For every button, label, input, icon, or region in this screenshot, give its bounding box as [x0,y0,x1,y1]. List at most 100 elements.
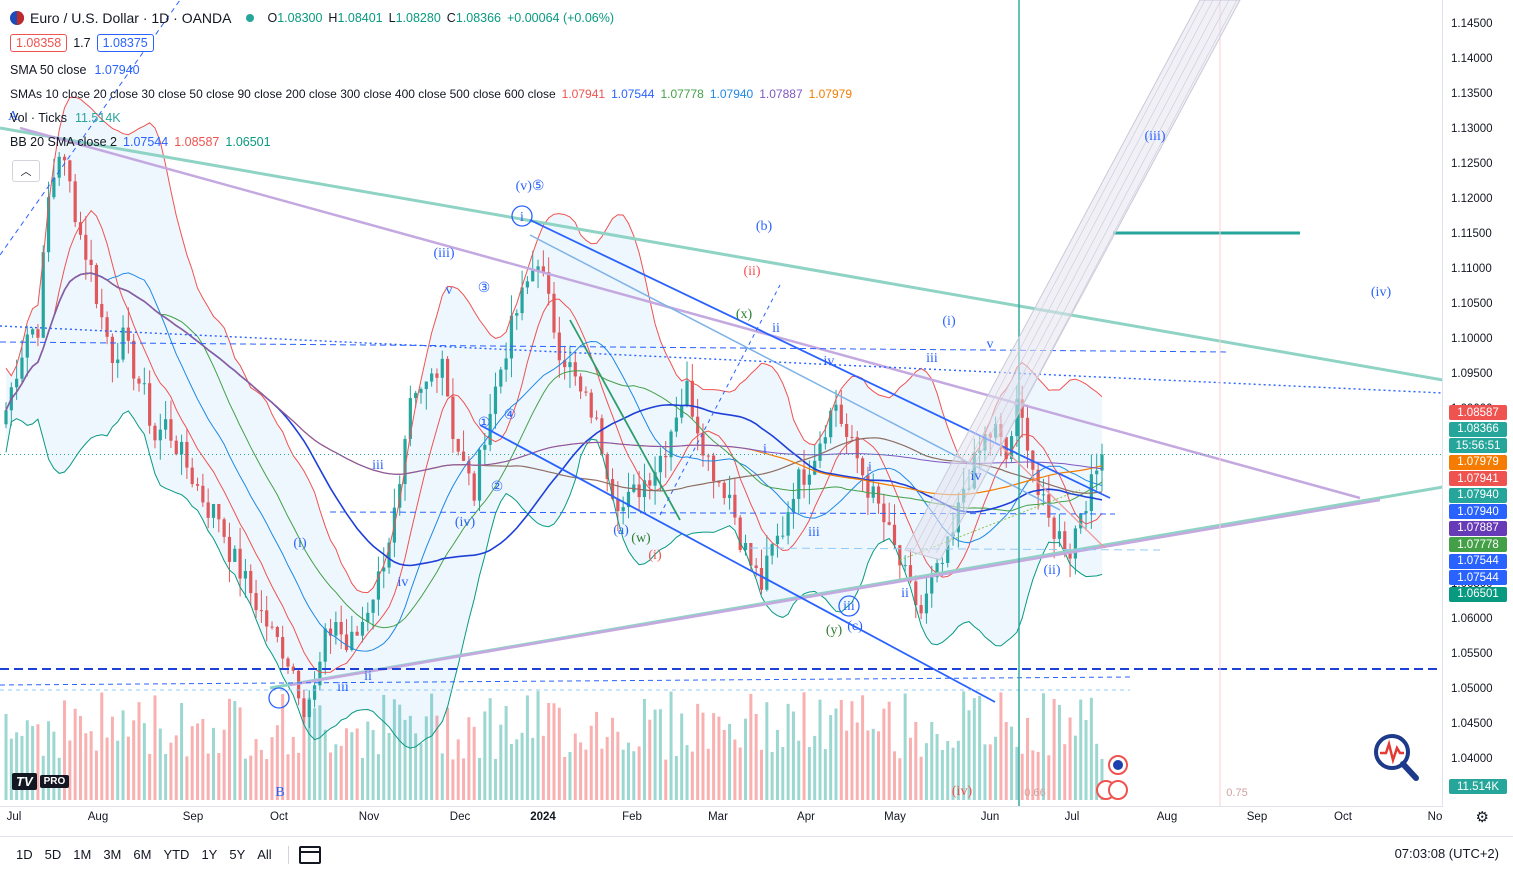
wave-label[interactable]: i [520,210,524,225]
wave-label[interactable]: i [763,442,767,457]
wave-label[interactable]: iv [971,469,982,484]
price-axis[interactable]: 1.14500 1.14000 1.13500 1.13000 1.12500 1.120… [1442,0,1513,806]
wave-label[interactable]: iv [398,575,409,590]
volume-bar [227,698,231,800]
fib-level-label: 0.66 [1024,787,1045,799]
date-range-calendar-icon[interactable] [298,845,321,864]
ask-button[interactable]: 1.08375 [96,34,154,52]
red-trend-line[interactable] [999,444,1106,549]
dashed-upper-diagonal[interactable] [0,0,181,256]
wave-label[interactable]: ③ [478,281,491,296]
wave-label[interactable]: iii [843,599,855,614]
purple-downtrend-line[interactable] [19,126,1361,500]
fib-channel-line[interactable] [935,0,1230,554]
wave-label[interactable]: iii [337,680,349,695]
wave-label[interactable]: ii [364,669,372,684]
range-6m-button[interactable]: 6M [133,847,152,862]
chart-settings-gear-icon[interactable]: ⚙ [1475,809,1489,826]
wave-label[interactable]: (b) [756,219,773,234]
wave-label[interactable]: (w) [631,531,651,546]
fib-channel-line[interactable] [919,0,1214,554]
volume-bar [690,751,694,800]
bb-legend[interactable]: BB 20 SMA close 2 1.07544 1.08587 1.0650… [10,130,852,154]
fib-channel-line[interactable] [911,0,1206,554]
wave-label[interactable]: A [8,109,19,124]
candle-body [105,317,109,337]
wave-label[interactable]: iii [808,525,820,540]
bb-value: 1.08587 [174,135,220,149]
range-5d-button[interactable]: 5D [44,847,62,862]
symbol-title[interactable]: Euro / U.S. Dollar · 1D · OANDA [30,10,232,26]
price-chart-canvas[interactable]: (v)⑤i(iii)v ③(b)(ii)(x)ii (i)iiiviv(iii)(i… [0,0,1443,806]
wave-label[interactable]: (ii) [743,264,760,279]
timezone-clock[interactable]: 07:03:08 (UTC+2) [1394,846,1499,861]
wave-label[interactable]: (i) [293,536,307,551]
us-flag-event-icon[interactable] [1108,780,1128,800]
collapse-legend-button[interactable]: ︿ [12,160,40,182]
volume-legend[interactable]: Vol · Ticks 11.514K [10,106,852,130]
sma-20-line[interactable] [5,272,1103,652]
wave-label[interactable]: i [868,460,872,475]
sma-legend[interactable]: SMA 50 close 1.07940 [10,58,852,82]
wave-label[interactable]: (y) [826,623,843,638]
candle-body [249,570,253,594]
dashed-support-line-2[interactable] [749,547,1161,551]
candle-body [775,535,780,545]
wave-label[interactable]: v [446,283,453,298]
triangle-upper-trendline[interactable] [0,126,1443,382]
range-ytd-button[interactable]: YTD [163,847,190,862]
wave-label[interactable]: (i) [942,314,956,329]
wave-label[interactable]: (a) [613,523,629,538]
range-3m-button[interactable]: 3M [103,847,122,862]
wave-label[interactable]: (iv) [1371,285,1392,300]
time-axis[interactable]: Jul Aug Sep Oct Nov Dec 2024 Feb Mar Apr May Jun Jul… [0,806,1443,829]
wave-label[interactable]: iii [372,458,384,473]
dotted-resistance-line[interactable] [0,325,1443,394]
falling-channel-lower[interactable] [479,424,996,703]
wave-label[interactable]: (iii) [1145,129,1166,144]
wave-label[interactable]: ii [901,586,909,601]
range-all-button[interactable]: All [257,847,272,862]
range-1m-button[interactable]: 1M [73,847,92,862]
wave-label[interactable]: (iv) [952,784,973,799]
smas-value: 1.07979 [808,87,853,101]
wave-label[interactable]: (x) [736,307,753,322]
range-5y-button[interactable]: 5Y [229,847,246,862]
dashed-diagonal[interactable] [659,284,781,516]
range-1d-button[interactable]: 1D [16,847,33,862]
range-1y-button[interactable]: 1Y [201,847,218,862]
wave-label[interactable]: ① [478,416,491,431]
wave-label[interactable]: iii [926,351,938,366]
falling-channel-upper[interactable] [529,219,1111,499]
wave-label[interactable]: (ii) [1043,563,1060,578]
wave-label[interactable]: ii [772,321,780,336]
bid-button[interactable]: 1.08358 [10,34,68,52]
wave-label[interactable]: (i) [648,548,662,563]
wave-label[interactable]: (iii) [434,246,455,261]
sma-value: 1.07940 [94,63,140,77]
time-tick-label: Jun [980,811,1000,823]
tradingview-logo[interactable]: TV PRO [12,772,70,790]
fib-channel-line[interactable] [927,0,1222,554]
wave-label[interactable]: (c) [847,619,863,634]
wave-label[interactable]: B [275,785,284,800]
dashed-support-line[interactable] [329,511,1116,515]
wave-label[interactable]: (iv) [455,515,476,530]
bb-value: 1.06501 [225,135,271,149]
fib-channel-line[interactable] [943,0,1238,554]
bollinger-upper[interactable] [5,96,1103,594]
smas-legend[interactable]: SMAs 10 close 20 close 30 close 50 close… [10,82,852,106]
wave-label[interactable]: ② [491,480,504,495]
wave-label[interactable]: iv [824,354,835,369]
price-label-badge: 1.08366 [1449,421,1507,437]
euro-flag-icon [10,11,24,25]
purple-uptrend-line[interactable] [289,498,1381,687]
magnifier-icon[interactable] [1370,732,1422,789]
bollinger-lower[interactable] [5,410,1103,749]
wave-label[interactable]: (v)⑤ [516,179,545,194]
wave-label[interactable]: ④ [504,408,517,423]
sma-300-line[interactable] [5,272,1103,475]
wave-label[interactable]: v [987,337,994,352]
sma-30-line[interactable] [5,272,1103,629]
green-channel-line[interactable] [569,319,681,521]
